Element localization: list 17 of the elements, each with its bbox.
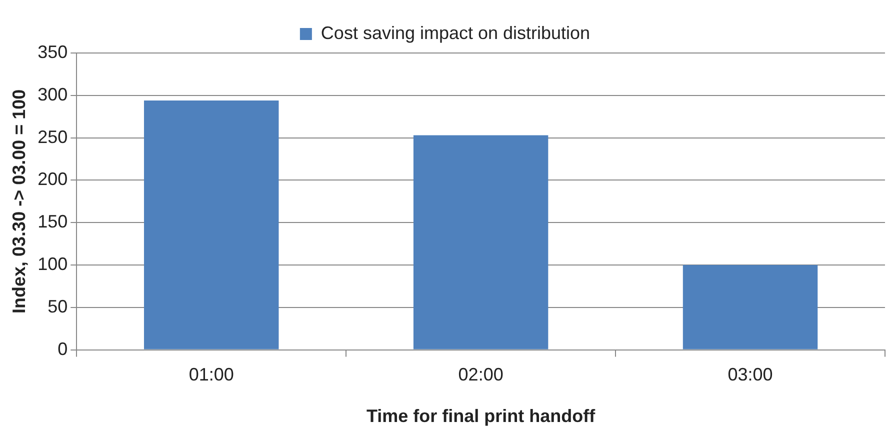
bar (413, 135, 548, 350)
legend-label: Cost saving impact on distribution (320, 22, 590, 43)
x-tick-label: 03:00 (728, 364, 773, 385)
y-tick-label: 100 (38, 254, 68, 274)
y-tick-label: 250 (38, 126, 68, 147)
bar (144, 100, 279, 350)
y-tick-label: 50 (48, 296, 68, 316)
y-tick-label: 150 (38, 212, 68, 232)
y-axis-title: Index, 03.30 -> 03.00 = 100 (8, 89, 29, 314)
x-axis-title: Time for final print handoff (366, 406, 596, 426)
x-tick-label: 02:00 (458, 364, 504, 385)
y-tick-label: 200 (38, 169, 68, 190)
y-tick-label: 0 (58, 338, 68, 359)
y-tick-label: 350 (38, 42, 68, 62)
y-tick-label: 300 (38, 84, 68, 104)
x-tick-label: 01:00 (188, 364, 234, 385)
bar (682, 265, 818, 350)
